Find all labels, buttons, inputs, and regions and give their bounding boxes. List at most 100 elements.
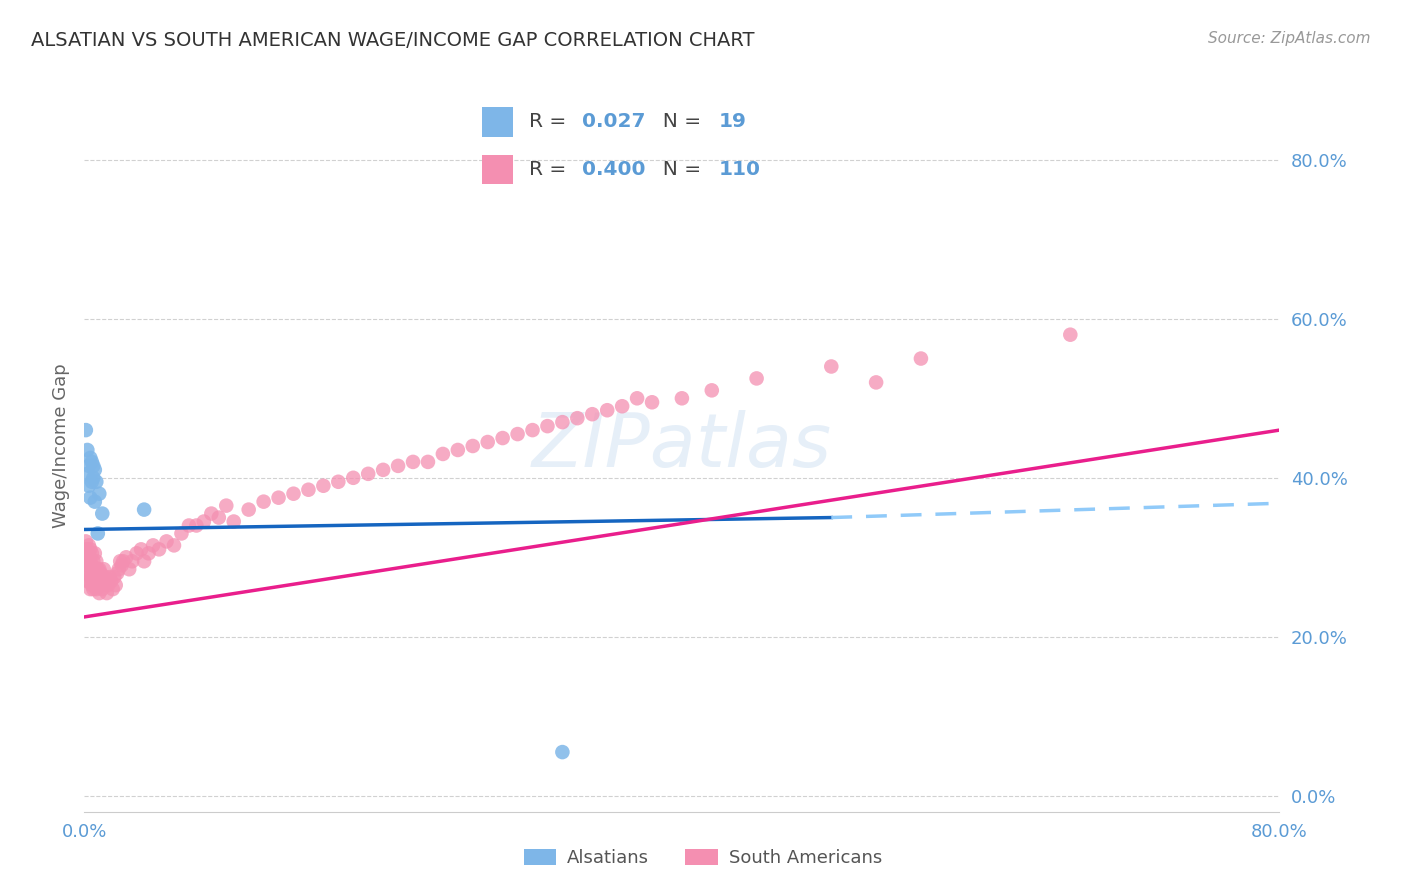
Point — [80, 546, 103, 560]
Point — [193, 515, 215, 529]
Point — [93, 562, 115, 576]
Point — [76, 442, 98, 457]
Point — [86, 582, 108, 596]
Point — [107, 562, 129, 576]
Point — [612, 399, 634, 413]
Legend: Alsatians, South Americans: Alsatians, South Americans — [517, 841, 889, 874]
Point — [82, 471, 104, 485]
Point — [132, 554, 156, 568]
Point — [105, 566, 128, 581]
Point — [76, 566, 98, 581]
Point — [77, 479, 100, 493]
Point — [89, 562, 111, 576]
Point — [91, 507, 114, 521]
Point — [83, 463, 105, 477]
Point — [82, 582, 104, 596]
Point — [101, 582, 124, 596]
Point — [82, 554, 104, 568]
Point — [671, 392, 693, 406]
Point — [387, 458, 409, 473]
Point — [186, 518, 208, 533]
Point — [86, 566, 108, 581]
Point — [83, 578, 105, 592]
Point — [87, 574, 110, 589]
Point — [87, 526, 110, 541]
Point — [110, 554, 132, 568]
Point — [79, 570, 101, 584]
Point — [94, 570, 117, 584]
Point — [77, 546, 100, 560]
Point — [79, 554, 101, 568]
Point — [492, 431, 515, 445]
Point — [83, 562, 105, 576]
Point — [328, 475, 350, 489]
Point — [89, 574, 111, 589]
Y-axis label: Wage/Income Gap: Wage/Income Gap — [52, 364, 70, 528]
Point — [115, 550, 138, 565]
Point — [447, 442, 470, 457]
Point — [79, 450, 101, 465]
Point — [910, 351, 932, 366]
Point — [506, 427, 529, 442]
Point — [522, 423, 544, 437]
Point — [416, 455, 439, 469]
Point — [155, 534, 177, 549]
Point — [215, 499, 238, 513]
Point — [96, 574, 118, 589]
Point — [80, 455, 103, 469]
Point — [76, 550, 98, 565]
Point — [83, 494, 105, 508]
Point — [626, 392, 648, 406]
Point — [77, 458, 100, 473]
Point — [87, 562, 110, 576]
Point — [79, 582, 101, 596]
Point — [86, 554, 108, 568]
Point — [77, 574, 100, 589]
Point — [208, 510, 231, 524]
Point — [581, 407, 603, 421]
Point — [76, 542, 98, 557]
Point — [80, 558, 103, 573]
Point — [132, 502, 156, 516]
Point — [148, 542, 170, 557]
Point — [536, 419, 558, 434]
Point — [91, 570, 114, 584]
Point — [297, 483, 319, 497]
Text: ZIPatlas: ZIPatlas — [531, 410, 832, 482]
Point — [200, 507, 222, 521]
Point — [432, 447, 454, 461]
Point — [118, 562, 141, 576]
Point — [342, 471, 364, 485]
Point — [82, 458, 104, 473]
Point — [77, 538, 100, 552]
Point — [477, 435, 499, 450]
Point — [77, 562, 100, 576]
Point — [82, 566, 104, 581]
Point — [98, 570, 121, 584]
Text: Source: ZipAtlas.com: Source: ZipAtlas.com — [1208, 31, 1371, 46]
Point — [253, 494, 276, 508]
Point — [76, 574, 98, 589]
Point — [75, 558, 97, 573]
Point — [567, 411, 589, 425]
Point — [77, 554, 100, 568]
Point — [129, 542, 152, 557]
Point — [111, 558, 134, 573]
Point — [551, 415, 574, 429]
Point — [90, 566, 112, 581]
Point — [357, 467, 380, 481]
Point — [163, 538, 186, 552]
Point — [83, 546, 105, 560]
Point — [112, 554, 135, 568]
Point — [745, 371, 768, 385]
Point — [138, 546, 160, 560]
Point — [596, 403, 619, 417]
Point — [461, 439, 484, 453]
Point — [820, 359, 842, 374]
Point — [75, 542, 97, 557]
Point — [104, 578, 127, 592]
Point — [93, 574, 115, 589]
Point — [267, 491, 290, 505]
Point — [82, 574, 104, 589]
Point — [97, 578, 120, 592]
